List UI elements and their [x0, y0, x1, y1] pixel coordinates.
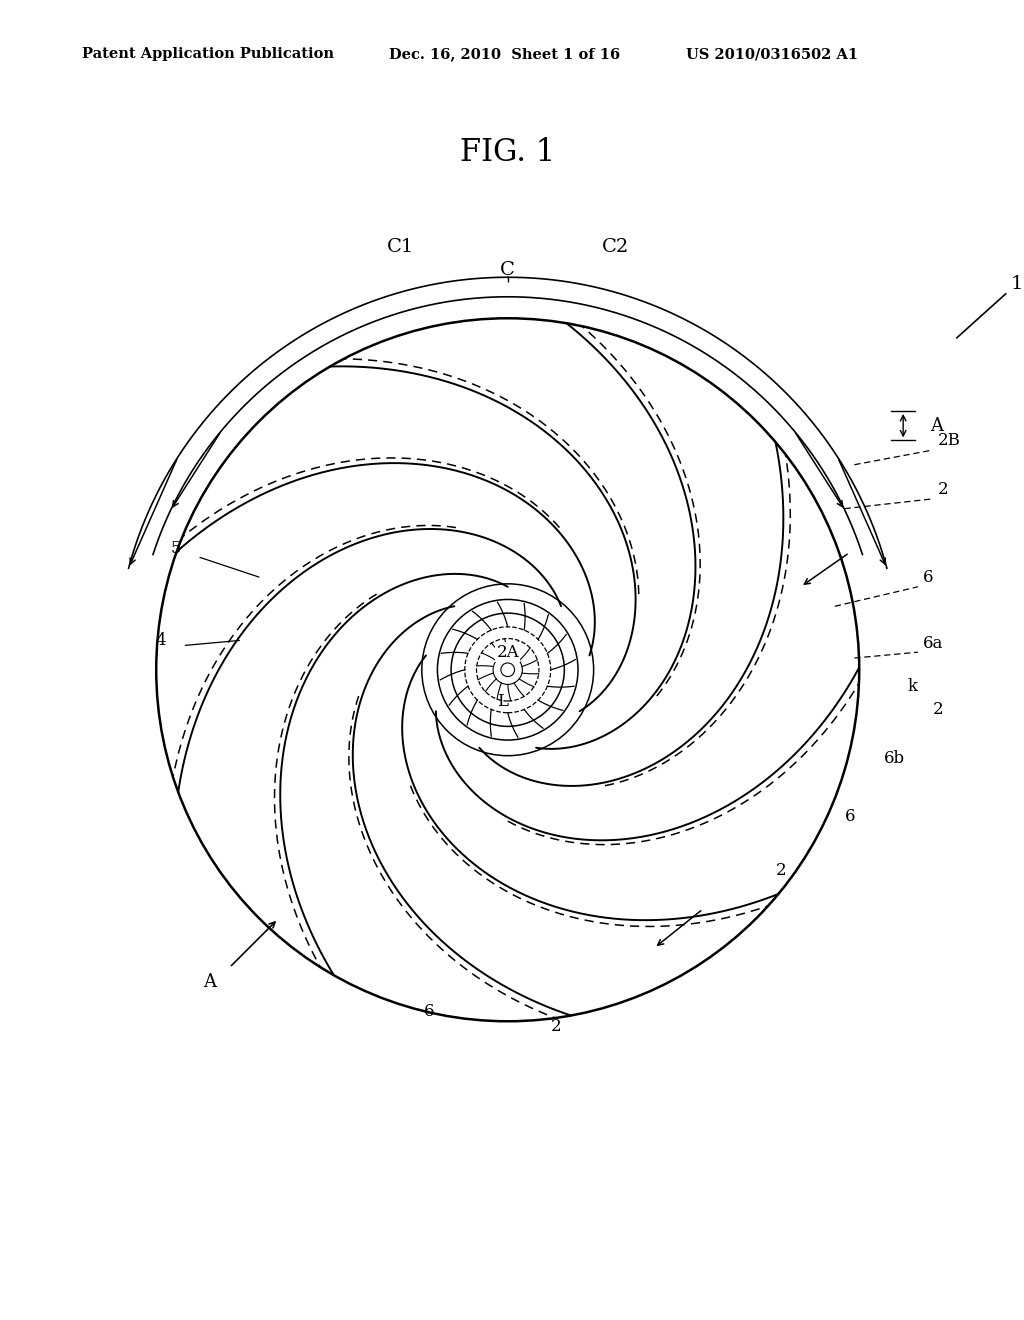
Text: 2: 2 [776, 862, 786, 879]
Text: 6: 6 [424, 1003, 435, 1020]
Text: C1: C1 [387, 238, 414, 256]
Text: FIG. 1: FIG. 1 [460, 137, 555, 168]
Text: A: A [931, 417, 943, 434]
Text: 2A: 2A [497, 644, 519, 661]
Text: 2: 2 [937, 480, 948, 498]
Text: 6a: 6a [923, 635, 943, 652]
Text: 6: 6 [845, 808, 855, 825]
Text: 2: 2 [551, 1018, 562, 1035]
Text: 2B: 2B [937, 432, 961, 449]
Text: US 2010/0316502 A1: US 2010/0316502 A1 [686, 48, 858, 61]
Text: 1: 1 [1011, 275, 1023, 293]
Text: 2: 2 [933, 701, 943, 718]
Text: 4: 4 [156, 632, 166, 649]
Text: C2: C2 [601, 238, 629, 256]
Text: k: k [908, 678, 919, 696]
Text: 6b: 6b [884, 750, 905, 767]
Text: 6: 6 [923, 569, 933, 586]
Text: Patent Application Publication: Patent Application Publication [82, 48, 334, 61]
Text: L: L [498, 693, 508, 710]
Text: Dec. 16, 2010  Sheet 1 of 16: Dec. 16, 2010 Sheet 1 of 16 [389, 48, 621, 61]
Text: C: C [501, 261, 515, 280]
Text: 5: 5 [170, 540, 180, 557]
Text: A: A [204, 973, 216, 991]
